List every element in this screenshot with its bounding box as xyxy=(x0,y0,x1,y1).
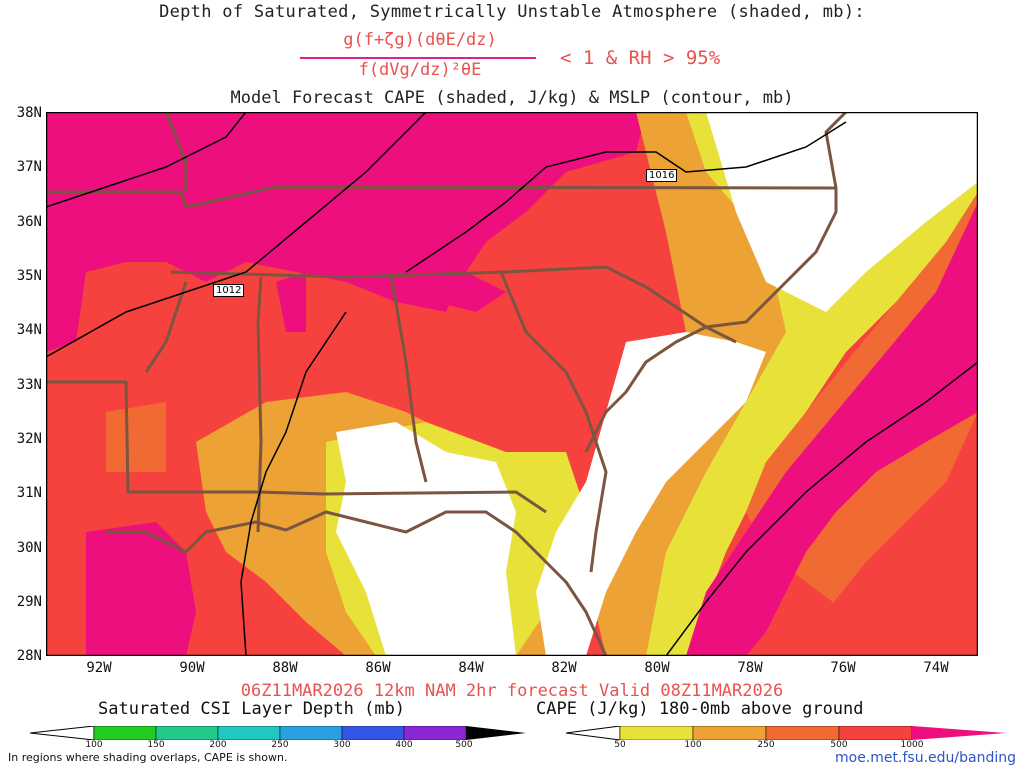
cape-tick: 250 xyxy=(757,740,775,750)
csi-color-swatch xyxy=(279,726,343,740)
no-cape-north-carolina xyxy=(706,112,978,312)
cape-color-swatch xyxy=(838,726,913,740)
csi-tick: 250 xyxy=(271,740,289,750)
lat-label: 33N xyxy=(16,377,42,393)
no-cape-georgia-sc xyxy=(536,332,766,656)
lat-label: 37N xyxy=(16,159,42,175)
csi-colorbar-high-arrow xyxy=(466,726,526,740)
isobar-west xyxy=(240,311,347,656)
lat-label: 32N xyxy=(16,431,42,447)
lon-label: 74W xyxy=(923,660,949,676)
cape-field-yellow-east xyxy=(646,112,978,656)
formula-numerator: g(f+ζg)(dθE/dz) xyxy=(343,30,497,50)
cape-colorbar-title: CAPE (J/kg) 180-0mb above ground xyxy=(536,699,864,719)
csi-color-swatch xyxy=(93,726,157,740)
subtitle: Model Forecast CAPE (shaded, J/kg) & MSL… xyxy=(230,88,794,108)
cape-tick: 50 xyxy=(614,740,626,750)
lat-label: 31N xyxy=(16,485,42,501)
isobar-offshore xyxy=(665,361,978,656)
lon-label: 88W xyxy=(272,660,298,676)
formula-condition: < 1 & RH > 95% xyxy=(560,47,721,69)
lat-label: 36N xyxy=(16,214,42,230)
no-cape-florida-panhandle xyxy=(336,422,516,656)
cape-colorbar-low-arrow xyxy=(566,726,621,740)
lat-label: 35N xyxy=(16,268,42,284)
forecast-valid-line: 06Z11MAR2026 12km NAM 2hr forecast Valid… xyxy=(240,681,784,701)
csi-color-swatch xyxy=(341,726,405,740)
cape-color-swatch xyxy=(692,726,767,740)
isobar-1012 xyxy=(46,112,427,358)
csi-tick: 150 xyxy=(147,740,165,750)
cape-tick: 1000 xyxy=(900,740,924,750)
cape-field-magenta-sw xyxy=(86,522,196,656)
csi-tick: 100 xyxy=(85,740,103,750)
isobar-north xyxy=(46,112,247,208)
lon-label: 92W xyxy=(86,660,112,676)
isobar-label-1012: 1012 xyxy=(213,284,245,297)
main-title: Depth of Saturated, Symmetrically Unstab… xyxy=(159,2,865,22)
cape-colorbar xyxy=(566,726,1006,740)
csi-color-swatch xyxy=(403,726,467,740)
cape-field-offshore-magenta xyxy=(686,202,978,656)
isobar-label-1016: 1016 xyxy=(646,169,678,182)
cape-field-magenta-north xyxy=(46,112,646,312)
credit-link[interactable]: moe.met.fsu.edu/banding xyxy=(835,750,1016,766)
cape-color-swatch xyxy=(765,726,840,740)
csi-tick: 500 xyxy=(455,740,473,750)
lon-label: 78W xyxy=(737,660,763,676)
lat-label: 34N xyxy=(16,322,42,338)
lon-label: 80W xyxy=(644,660,670,676)
lat-label: 28N xyxy=(16,648,42,664)
cape-tick: 500 xyxy=(830,740,848,750)
cape-colorbar-high-arrow xyxy=(912,726,1006,740)
csi-colorbar-low-arrow xyxy=(30,726,95,740)
map-frame xyxy=(45,111,979,657)
isobars xyxy=(46,112,978,656)
overlap-note: In regions where shading overlaps, CAPE … xyxy=(8,751,288,764)
lon-label: 84W xyxy=(458,660,484,676)
weather-map: 1016 1012 xyxy=(45,111,979,657)
csi-color-swatch xyxy=(217,726,281,740)
cape-field-offshore-red xyxy=(806,412,978,656)
csi-tick: 400 xyxy=(395,740,413,750)
isobar-1016 xyxy=(405,121,847,273)
cape-color-swatch xyxy=(619,726,694,740)
csi-colorbar-title: Saturated CSI Layer Depth (mb) xyxy=(98,699,406,719)
csi-colorbar xyxy=(30,726,526,740)
csi-tick: 200 xyxy=(209,740,227,750)
csi-tick: 300 xyxy=(333,740,351,750)
lat-label: 30N xyxy=(16,540,42,556)
formula-denominator: f(dVg/dz)²θE xyxy=(358,60,482,80)
cape-field-magenta-patch2 xyxy=(276,272,306,332)
map-canvas xyxy=(45,111,979,657)
formula-fraction-bar xyxy=(300,57,536,59)
cape-field-magenta-w xyxy=(46,272,86,352)
lat-label: 29N xyxy=(16,594,42,610)
lon-label: 90W xyxy=(179,660,205,676)
cape-tick: 100 xyxy=(684,740,702,750)
state-borders xyxy=(46,112,848,656)
lon-label: 82W xyxy=(551,660,577,676)
csi-color-swatch xyxy=(155,726,219,740)
lon-label: 86W xyxy=(365,660,391,676)
lat-label: 38N xyxy=(16,105,42,121)
lon-label: 76W xyxy=(830,660,856,676)
cape-field-orange-red-w xyxy=(106,402,166,472)
